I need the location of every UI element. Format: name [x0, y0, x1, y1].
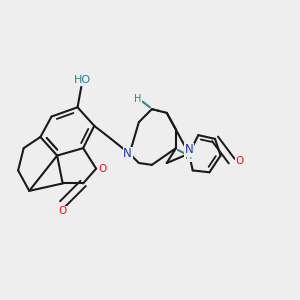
Text: O: O — [58, 206, 67, 216]
Text: O: O — [99, 164, 107, 174]
Text: N: N — [123, 147, 132, 160]
Text: N: N — [184, 143, 194, 157]
Text: H: H — [185, 151, 193, 161]
Text: HO: HO — [74, 75, 91, 85]
Text: O: O — [235, 156, 243, 166]
Text: H: H — [134, 94, 141, 104]
